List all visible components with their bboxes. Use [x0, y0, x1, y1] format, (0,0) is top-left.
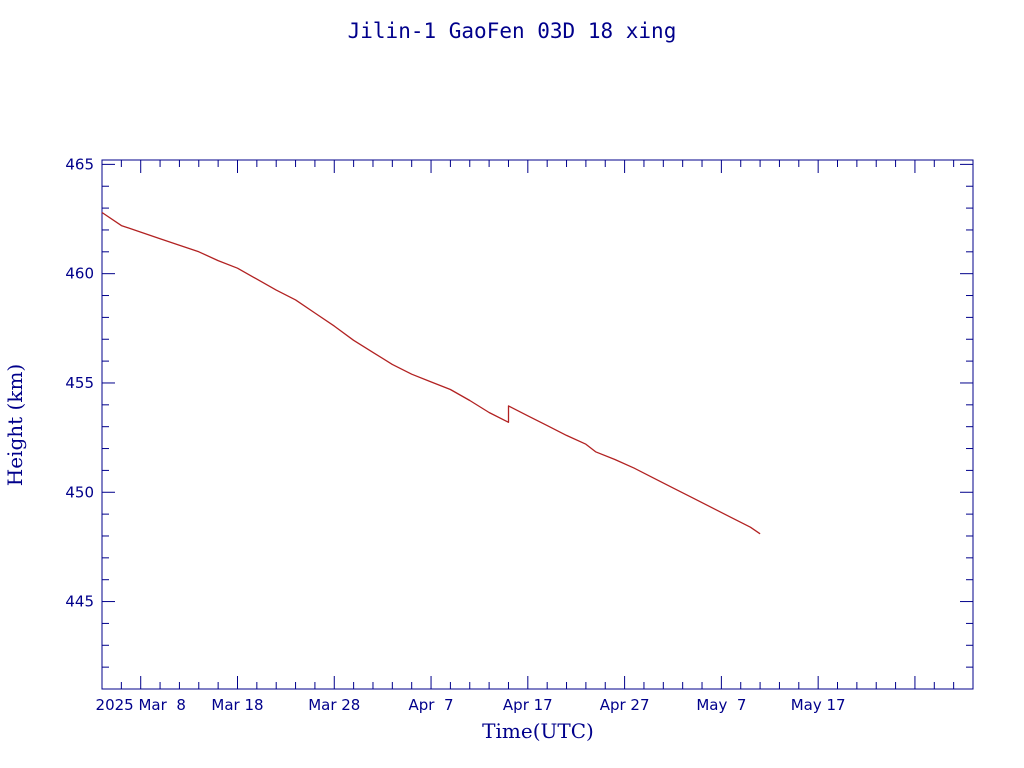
y-tick-labels: 445 450 455 460 465: [65, 155, 94, 610]
x-tick-label: Mar 28: [308, 696, 360, 714]
series-group: [101, 211, 761, 535]
series-line-1: [101, 211, 761, 535]
y-tick-label: 460: [65, 265, 94, 283]
x-axis-label: Time(UTC): [482, 719, 594, 743]
y-tick-label: 465: [65, 155, 94, 173]
x-tick-label: Mar 18: [211, 696, 263, 714]
y-tick-label: 455: [65, 374, 94, 392]
y-axis-label: Height (km): [3, 364, 27, 486]
chart-title: Jilin-1 GaoFen 03D 18 xing: [348, 19, 677, 43]
x-tick-label: Apr 27: [600, 696, 650, 714]
x-tick-labels: 2025 Mar 8 Mar 18 Mar 28 Apr 7 Apr 17 Apr 27 M…: [96, 696, 846, 714]
y-tick-label: 450: [65, 483, 94, 501]
plot-frame: [101, 159, 974, 690]
x-tick-label: May 7: [696, 696, 746, 714]
axis-ticks: [101, 160, 974, 690]
x-tick-label: Apr 7: [409, 696, 454, 714]
x-tick-label: Apr 17: [503, 696, 553, 714]
y-tick-label: 445: [65, 593, 94, 611]
x-tick-label: 2025 Mar 8: [96, 696, 186, 714]
x-tick-label: May 17: [791, 696, 846, 714]
